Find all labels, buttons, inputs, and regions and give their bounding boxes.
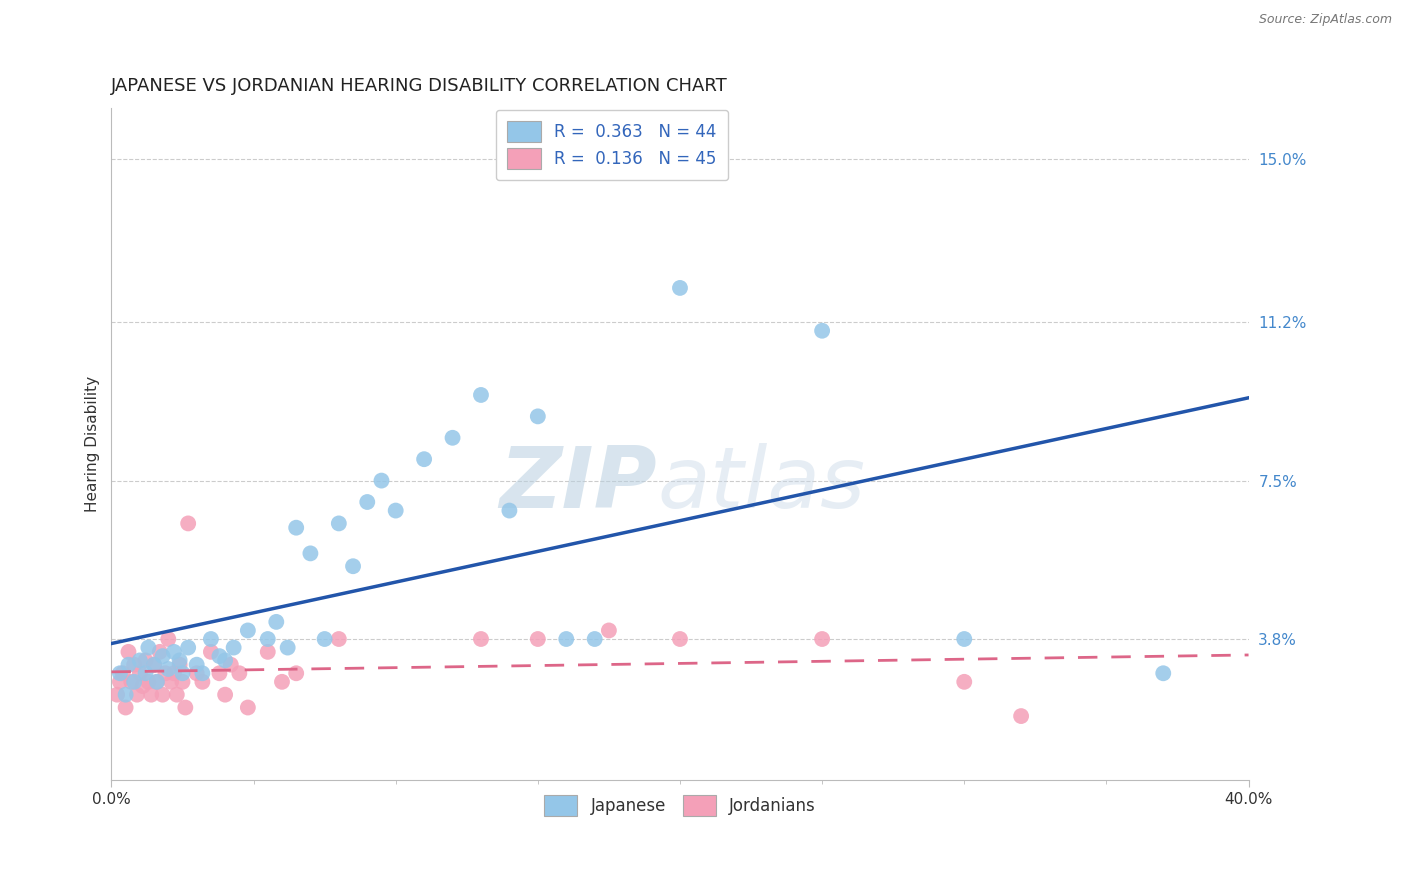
Point [114,700,136,714]
Point [208,666,231,681]
Point [128,666,150,681]
Point [669,632,692,646]
Point [384,503,406,517]
Point [811,632,834,646]
Text: Source: ZipAtlas.com: Source: ZipAtlas.com [1258,13,1392,27]
Point [135,653,157,667]
Point [328,632,350,646]
Point [356,495,378,509]
Point [228,666,250,681]
Point [236,624,259,638]
Point [152,688,174,702]
Point [214,688,236,702]
Point [527,409,550,424]
Point [1010,709,1032,723]
Point [953,632,976,646]
Point [141,688,163,702]
Point [157,632,180,646]
Point [157,662,180,676]
Text: JAPANESE VS JORDANIAN HEARING DISABILITY CORRELATION CHART: JAPANESE VS JORDANIAN HEARING DISABILITY… [111,78,728,95]
Point [236,700,259,714]
Point [1152,666,1174,681]
Point [669,281,692,295]
Point [200,632,222,646]
Point [135,666,157,681]
Point [285,666,308,681]
Point [413,452,436,467]
Point [120,674,142,689]
Point [138,640,160,655]
Point [370,474,392,488]
Point [470,632,492,646]
Point [146,674,169,689]
Point [172,666,194,681]
Point [441,431,464,445]
Point [172,674,194,689]
Point [131,679,153,693]
Point [114,688,136,702]
Point [108,674,131,689]
Point [128,653,150,667]
Point [222,640,245,655]
Point [152,649,174,664]
Text: atlas: atlas [657,443,865,526]
Point [169,653,191,667]
Point [342,559,364,574]
Point [555,632,578,646]
Point [470,388,492,402]
Point [122,674,145,689]
Point [214,653,236,667]
Point [143,657,166,672]
Point [108,666,131,681]
Point [811,324,834,338]
Point [105,688,128,702]
Point [163,666,186,681]
Point [314,632,336,646]
Point [146,674,169,689]
Text: ZIP: ZIP [499,443,657,526]
Point [208,649,231,664]
Point [125,688,148,702]
Point [169,657,191,672]
Point [271,674,294,689]
Point [256,632,278,646]
Point [498,503,520,517]
Point [174,700,197,714]
Point [953,674,976,689]
Point [277,640,299,655]
Legend: Japanese, Jordanians: Japanese, Jordanians [537,789,823,822]
Point [583,632,606,646]
Point [527,632,550,646]
Point [186,666,208,681]
Point [256,645,278,659]
Point [266,615,288,629]
Point [122,657,145,672]
Point [143,657,166,672]
Point [117,645,139,659]
Point [177,640,200,655]
Point [219,657,242,672]
Point [117,657,139,672]
Y-axis label: Hearing Disability: Hearing Disability [86,376,100,512]
Point [160,674,183,689]
Point [155,666,177,681]
Point [299,546,322,560]
Point [191,674,214,689]
Point [598,624,620,638]
Point [285,521,308,535]
Point [186,657,208,672]
Point [163,645,186,659]
Point [138,674,160,689]
Point [191,666,214,681]
Point [149,645,172,659]
Point [328,516,350,531]
Point [166,688,188,702]
Point [177,516,200,531]
Point [200,645,222,659]
Point [111,666,134,681]
